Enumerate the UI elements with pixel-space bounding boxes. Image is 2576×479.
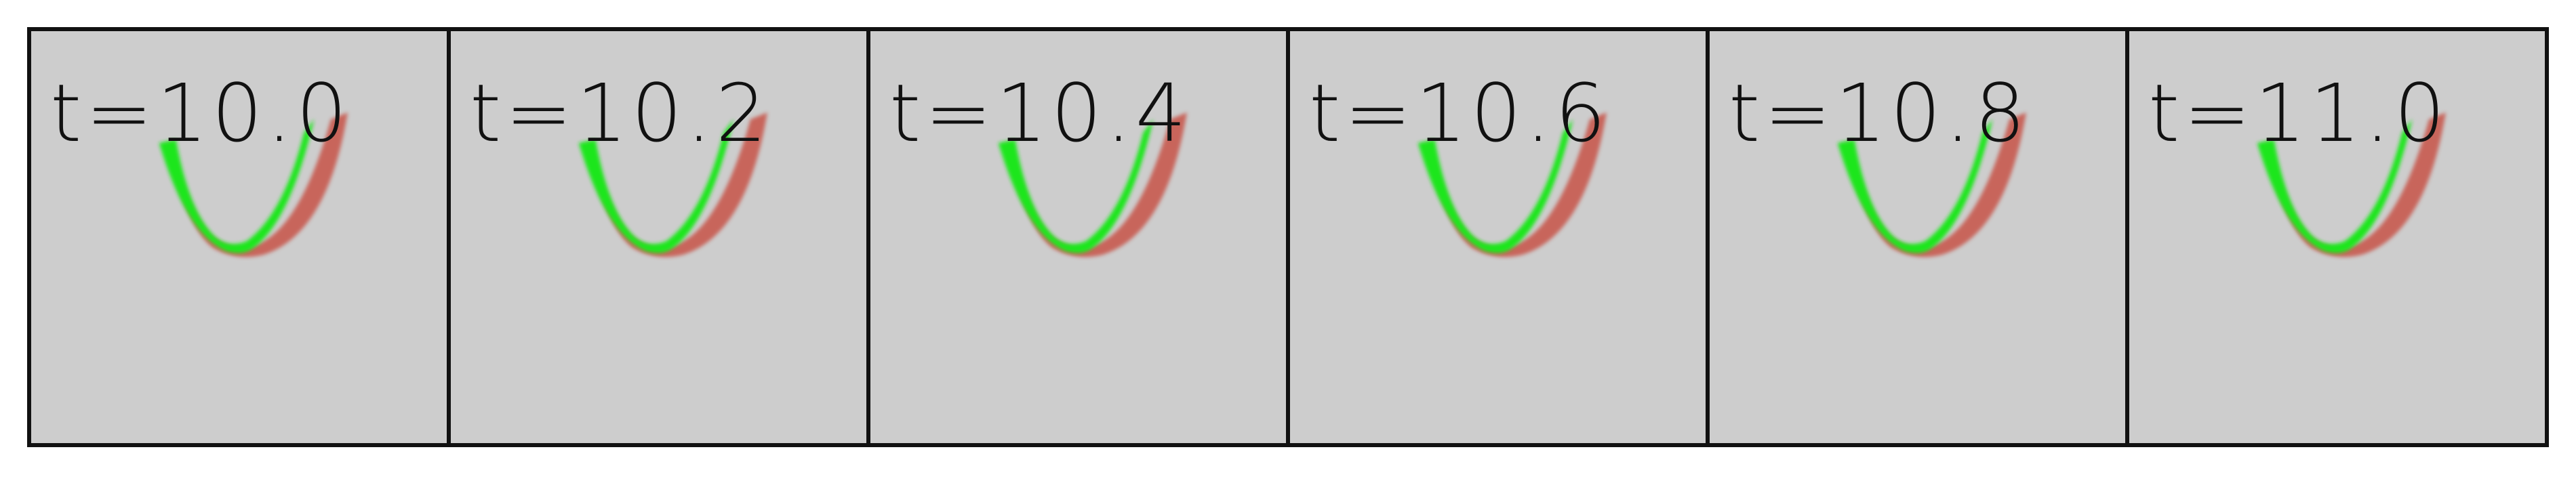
- u-shape-2: [578, 112, 767, 257]
- time-label: t=10.4: [889, 66, 1190, 160]
- u-shape-5: [1837, 112, 2026, 257]
- frame-3: t=10.4: [870, 31, 1286, 443]
- frame-strip: t=10.0 t=10.2 t=10.4 t=10.: [27, 27, 2549, 447]
- time-label: t=10.2: [470, 66, 771, 160]
- frame-1: t=10.0: [31, 31, 447, 443]
- time-label: t=11.0: [2148, 66, 2449, 160]
- u-shape-6: [2257, 112, 2446, 257]
- frame-2: t=10.2: [451, 31, 866, 443]
- u-shape-4: [1417, 112, 1607, 257]
- time-label: t=10.6: [1309, 66, 1610, 160]
- frame-4: t=10.6: [1290, 31, 1706, 443]
- time-label: t=10.0: [50, 66, 351, 160]
- u-shape-1: [159, 112, 348, 257]
- frame-5: t=10.8: [1710, 31, 2125, 443]
- time-label: t=10.8: [1729, 66, 2030, 160]
- frame-6: t=11.0: [2129, 31, 2545, 443]
- u-shape-3: [998, 112, 1187, 257]
